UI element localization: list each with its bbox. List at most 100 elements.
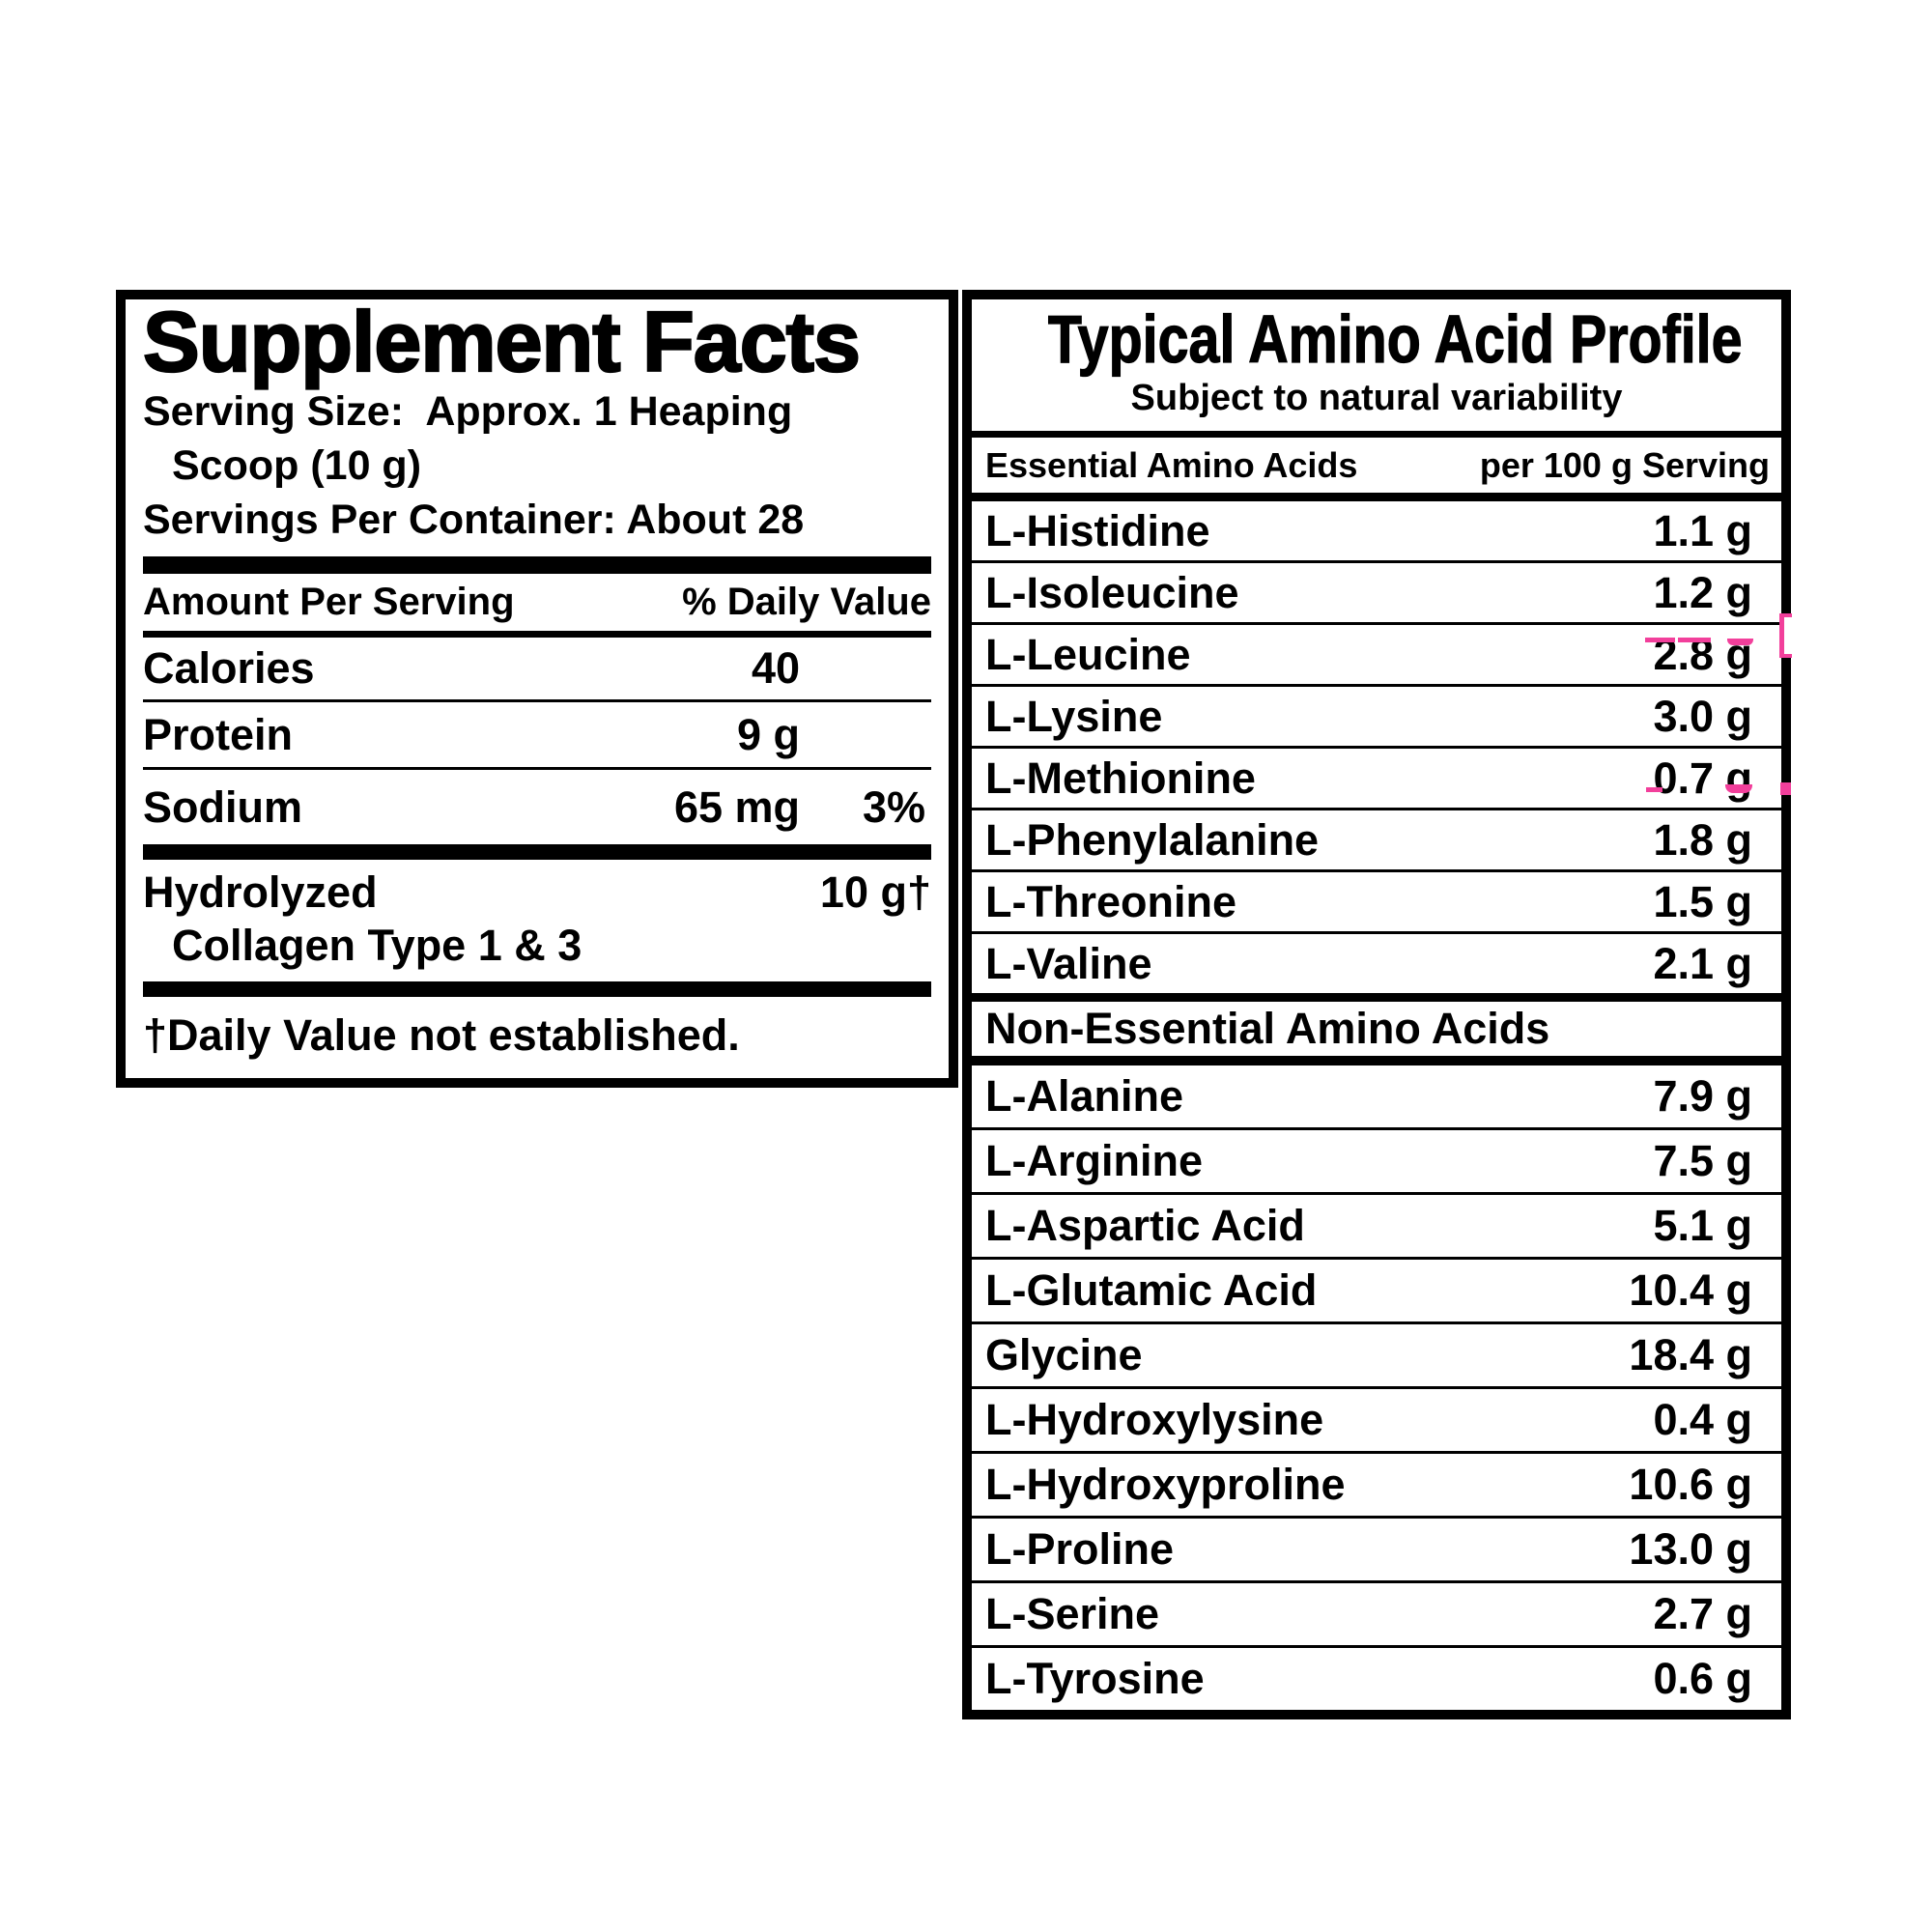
pink-annotation-dash (1780, 782, 1791, 795)
essential-amino-acid-table: L-Histidine 1.1 g L-Isoleucine 1.2 g L-L… (972, 501, 1781, 993)
amino-acid-profile-panel: Typical Amino Acid Profile Subject to na… (962, 290, 1791, 1719)
amino-value: 10.4 g (1629, 1265, 1752, 1315)
amino-profile-subtitle: Subject to natural variability (1130, 378, 1623, 418)
amino-row: L-Glutamic Acid 10.4 g (972, 1260, 1781, 1324)
amino-row: L-Alanine 7.9 g (972, 1065, 1781, 1130)
amino-name: L-Isoleucine (985, 567, 1239, 617)
amino-name: L-Phenylalanine (985, 814, 1320, 865)
amino-value: 7.9 g (1653, 1071, 1752, 1121)
amino-row: L-Proline 13.0 g (972, 1519, 1781, 1583)
amino-value: 1.8 g (1653, 814, 1752, 865)
amino-name: L-Threonine (985, 876, 1236, 926)
amino-name: L-Proline (985, 1524, 1175, 1574)
amino-name: Glycine (985, 1330, 1143, 1379)
amino-row: L-Histidine 1.1 g (972, 501, 1781, 563)
table-row: Protein 9 g (143, 702, 931, 770)
amino-row: L-Threonine 1.5 g (972, 872, 1781, 934)
amount-per-serving-header: Amount Per Serving (143, 581, 515, 623)
amino-row: L-Hydroxyproline 10.6 g (972, 1454, 1781, 1519)
amino-name: L-Hydroxyproline (985, 1460, 1346, 1509)
thick-divider (143, 981, 931, 997)
pink-annotation-dash (1678, 638, 1711, 642)
supplement-facts-title: Supplement Facts (142, 294, 862, 389)
nutrient-amount: 40 (751, 643, 800, 693)
amino-name: L-Serine (985, 1589, 1160, 1638)
amino-row: L-Isoleucine 1.2 g (972, 563, 1781, 625)
amino-value: 1.5 g (1653, 876, 1752, 926)
amino-row: L-Lysine 3.0 g (972, 687, 1781, 749)
servings-per-container: Servings Per Container: About 28 (143, 497, 805, 543)
column-header-row: Amount Per Serving % Daily Value (143, 574, 931, 638)
nutrient-dv-dagger: † (906, 867, 931, 917)
amino-value: 2.7 g (1653, 1589, 1752, 1638)
pink-annotation-dash (1645, 638, 1675, 642)
collagen-row: Hydrolyzed 10 g † Collagen Type 1 & 3 (143, 860, 931, 972)
thick-divider (143, 844, 931, 860)
amino-row: L-Serine 2.7 g (972, 1583, 1781, 1648)
per-100g-serving-header: per 100 g Serving (1479, 444, 1770, 485)
amino-name: L-Glutamic Acid (985, 1265, 1318, 1315)
nutrient-dv: 3% (862, 781, 925, 832)
nutrient-amount: 65 mg (673, 781, 800, 832)
essential-header-row: Essential Amino Acids per 100 g Serving (972, 438, 1781, 501)
divider (972, 431, 1781, 438)
serving-size-line: Serving Size: Approx. 1 Heaping (143, 388, 793, 435)
serving-info: Serving Size: Approx. 1 Heaping Scoop (1… (143, 384, 931, 547)
pink-annotation-bracket (1779, 613, 1792, 658)
supplement-facts-panel: Supplement Facts Serving Size: Approx. 1… (116, 290, 958, 1088)
amino-name: L-Valine (985, 938, 1152, 988)
nutrient-label: Hydrolyzed (143, 867, 378, 917)
daily-value-header: % Daily Value (682, 581, 931, 623)
amino-value: 7.5 g (1653, 1136, 1752, 1185)
amino-value: 2.1 g (1653, 938, 1752, 988)
amino-row: L-Aspartic Acid 5.1 g (972, 1195, 1781, 1260)
table-row: Sodium 65 mg 3% (143, 770, 931, 844)
pink-annotation-dash (1646, 787, 1662, 792)
amino-row: L-Arginine 7.5 g (972, 1130, 1781, 1195)
amino-row: L-Hydroxylysine 0.4 g (972, 1389, 1781, 1454)
pink-annotation-dash (1727, 639, 1753, 645)
amino-name: L-Aspartic Acid (985, 1201, 1305, 1250)
amino-name: L-Methionine (985, 753, 1256, 803)
non-essential-amino-acid-table: L-Alanine 7.9 g L-Arginine 7.5 g L-Aspar… (972, 1065, 1781, 1710)
thick-divider (143, 556, 931, 574)
amino-value: 10.6 g (1629, 1460, 1752, 1509)
amino-name: L-Hydroxylysine (985, 1395, 1324, 1444)
amino-value: 0.7 g (1653, 753, 1752, 803)
amino-name: L-Histidine (985, 505, 1210, 555)
essential-amino-acids-header: Essential Amino Acids (985, 444, 1358, 485)
nutrient-label: Protein (143, 709, 294, 759)
serving-size-line2: Scoop (10 g) (172, 442, 422, 489)
amino-value: 1.2 g (1653, 567, 1752, 617)
amino-row: L-Valine 2.1 g (972, 934, 1781, 993)
amino-name: L-Alanine (985, 1071, 1184, 1121)
thick-divider (972, 993, 1781, 1002)
amino-name: L-Lysine (985, 691, 1163, 741)
amino-row: L-Tyrosine 0.6 g (972, 1648, 1781, 1710)
amino-value: 1.1 g (1653, 505, 1752, 555)
amino-value: 13.0 g (1629, 1524, 1752, 1574)
daily-value-footnote: †Daily Value not established. (143, 1010, 740, 1060)
amino-row: Glycine 18.4 g (972, 1324, 1781, 1389)
amino-value: 0.4 g (1653, 1395, 1752, 1444)
amino-value: 18.4 g (1629, 1330, 1752, 1379)
nutrient-label: Calories (143, 643, 315, 693)
amino-profile-title: Typical Amino Acid Profile (1047, 301, 1743, 377)
amino-row: L-Methionine 0.7 g (972, 749, 1781, 810)
amino-value: 3.0 g (1653, 691, 1752, 741)
nutrient-amount: 9 g (736, 709, 800, 759)
amino-name: L-Tyrosine (985, 1654, 1205, 1703)
amino-row: L-Leucine 2.8 g (972, 625, 1781, 687)
pink-annotation-dash (1725, 784, 1752, 793)
amino-row: L-Phenylalanine 1.8 g (972, 810, 1781, 872)
nutrient-amount: 10 g (819, 867, 907, 917)
amino-name: L-Leucine (985, 629, 1191, 679)
amino-name: L-Arginine (985, 1136, 1203, 1185)
nutrient-label-line2: Collagen Type 1 & 3 (172, 921, 582, 970)
non-essential-header: Non-Essential Amino Acids (972, 1002, 1781, 1065)
amino-value: 5.1 g (1653, 1201, 1752, 1250)
nutrient-label: Sodium (143, 781, 302, 832)
table-row: Calories 40 (143, 638, 931, 702)
amino-value: 0.6 g (1653, 1654, 1752, 1703)
